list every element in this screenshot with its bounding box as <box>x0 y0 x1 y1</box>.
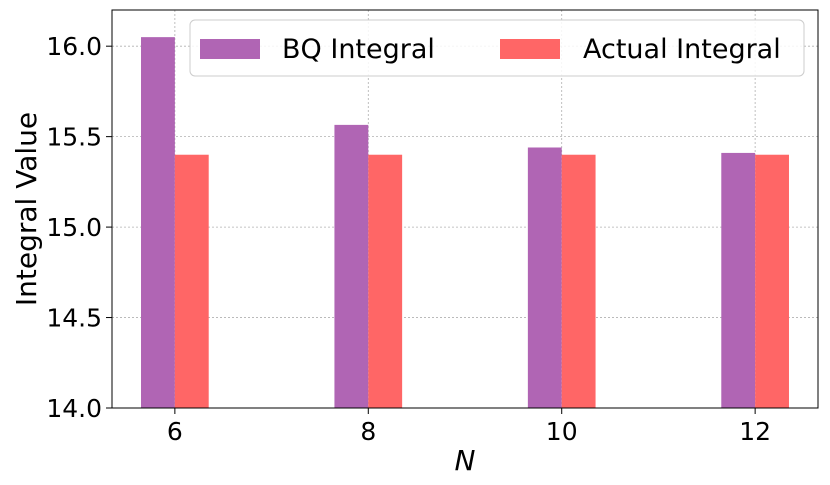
bar-bq-integral-8 <box>334 124 369 409</box>
bar-actual-integral-6 <box>174 154 209 408</box>
y-tick-label: 14.0 <box>46 394 102 423</box>
legend-label-actual-integral: Actual Integral <box>583 34 781 65</box>
bar-actual-integral-12 <box>755 154 789 408</box>
bar-bq-integral-10 <box>527 147 562 408</box>
ticks-layer: 14.0 14.5 15.0 15.5 16.0 6 8 10 12 <box>46 32 771 446</box>
legend-label-bq-integral: BQ Integral <box>282 34 435 65</box>
legend-swatch-actual-integral <box>500 39 560 59</box>
x-tick-label: 6 <box>167 417 183 446</box>
bar-actual-integral-8 <box>368 154 403 408</box>
x-tick-label: 10 <box>546 417 578 446</box>
y-axis-label: Integral Value <box>10 112 43 306</box>
legend: BQ Integral Actual Integral <box>189 19 805 77</box>
bar-actual-integral-10 <box>561 154 596 408</box>
y-tick-label: 15.0 <box>46 213 102 242</box>
y-tick-label: 16.0 <box>46 32 102 61</box>
y-tick-label: 14.5 <box>46 304 102 333</box>
x-axis-label: N <box>455 444 476 477</box>
plot-frame <box>111 9 819 409</box>
x-tick-label: 8 <box>360 417 376 446</box>
legend-box <box>189 19 805 77</box>
y-tick-label: 15.5 <box>46 123 102 152</box>
bars-layer <box>141 37 789 409</box>
bar-bq-integral-12 <box>721 152 756 408</box>
bar-bq-integral-6 <box>141 37 175 409</box>
legend-swatch-bq-integral <box>200 39 260 59</box>
x-tick-label: 12 <box>739 417 771 446</box>
